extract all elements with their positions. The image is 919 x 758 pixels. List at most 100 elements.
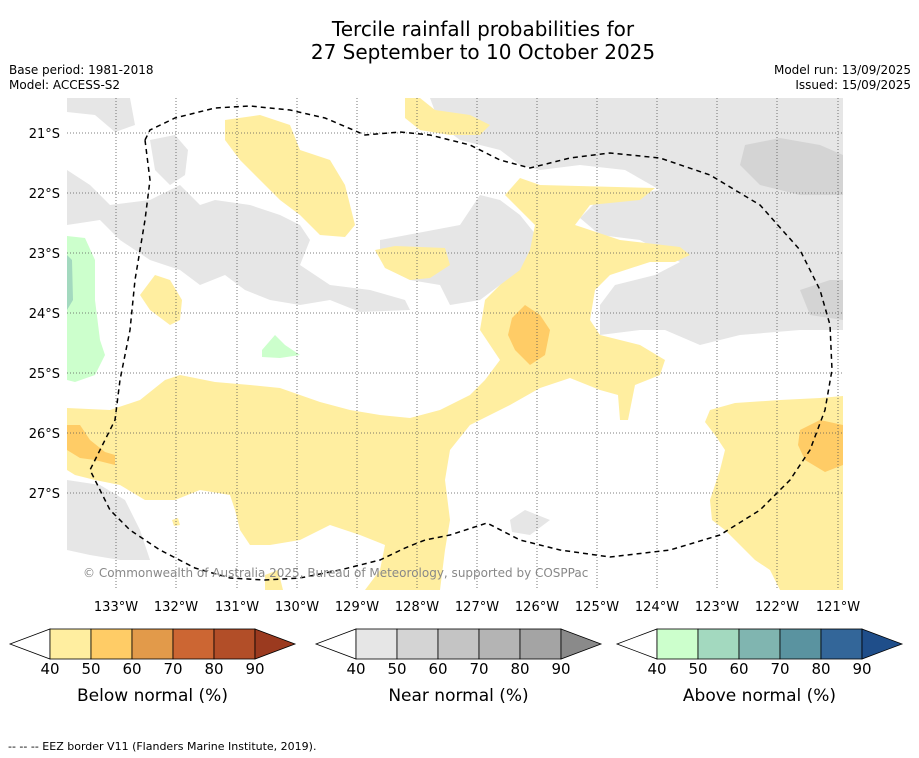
colorbar-high-extension xyxy=(861,628,904,660)
colorbar-tick-label: 80 xyxy=(510,660,530,678)
colorbar-segment xyxy=(820,628,863,660)
near-normal-region-north xyxy=(430,98,843,345)
colorbar-0 xyxy=(8,628,297,660)
longitude-label: 133°W xyxy=(94,600,138,615)
colorbar-segment xyxy=(396,628,439,660)
longitude-label: 131°W xyxy=(215,600,259,615)
latitude-label: 23°S xyxy=(29,247,60,262)
above-normal-darker-w xyxy=(67,255,73,310)
colorbar-segment xyxy=(172,628,215,660)
near-normal-darker-e xyxy=(800,280,843,320)
colorbar-segment xyxy=(355,628,398,660)
colorbar-title: Near normal (%) xyxy=(388,686,529,706)
title-line-1: Tercile rainfall probabilities for xyxy=(331,17,635,41)
longitude-label: 132°W xyxy=(154,600,198,615)
colorbar-segment xyxy=(131,628,174,660)
colorbar-tick-label: 40 xyxy=(647,660,667,678)
near-normal-region-nw-blob xyxy=(150,135,188,185)
colorbar-low-extension xyxy=(8,628,51,660)
probability-field xyxy=(67,98,843,590)
colorbar-tick-label: 80 xyxy=(204,660,224,678)
colorbar-tick-label: 60 xyxy=(428,660,448,678)
model-name: Model: ACCESS-S2 xyxy=(9,78,121,92)
colorbar-tick-label: 90 xyxy=(852,660,872,678)
longitude-label: 126°W xyxy=(515,600,559,615)
colorbar-high-extension xyxy=(560,628,603,660)
colorbar-segment xyxy=(697,628,740,660)
meta-left: Base period: 1981-2018 Model: ACCESS-S2 xyxy=(9,63,154,93)
colorbar-2 xyxy=(615,628,904,660)
colorbar-segment xyxy=(779,628,822,660)
colorbar-title: Above normal (%) xyxy=(682,686,837,706)
above-normal-region-mid xyxy=(262,335,300,358)
colorbar-tick-label: 70 xyxy=(469,660,489,678)
colorbar-segment xyxy=(738,628,781,660)
gridlines xyxy=(67,98,843,590)
above-normal-region-w xyxy=(67,236,105,382)
latitude-label: 21°S xyxy=(29,127,60,142)
meta-right: Model run: 13/09/2025 Issued: 15/09/2025 xyxy=(774,63,911,93)
longitude-label: 122°W xyxy=(755,600,799,615)
longitude-label: 128°W xyxy=(395,600,439,615)
colorbar-tick-label: 40 xyxy=(346,660,366,678)
colorbar-segment xyxy=(213,628,256,660)
below-normal-region-n1 xyxy=(225,115,355,237)
eez-border xyxy=(89,105,833,581)
longitude-labels: 133°W 132°W 131°W 130°W 129°W 128°W 127°W 126°W… xyxy=(94,600,860,615)
colorbar-tick-label: 80 xyxy=(811,660,831,678)
latitude-label: 25°S xyxy=(29,367,60,382)
latitude-label: 24°S xyxy=(29,307,60,322)
colorbar-tick-label: 50 xyxy=(81,660,101,678)
below-normal-darker-east xyxy=(798,420,843,472)
colorbar-low-extension xyxy=(314,628,357,660)
base-period: Base period: 1981-2018 xyxy=(9,63,154,77)
latitude-label: 27°S xyxy=(29,487,60,502)
near-normal-darker-ne xyxy=(740,138,843,195)
title-line-2: 27 September to 10 October 2025 xyxy=(310,40,656,64)
colorbar-tick-label: 90 xyxy=(551,660,571,678)
latitude-label: 22°S xyxy=(29,187,60,202)
colorbar-1 xyxy=(314,628,603,660)
colorbar-tick-label: 50 xyxy=(688,660,708,678)
latitude-labels: 21°S 22°S 23°S 24°S 25°S 26°S 27°S xyxy=(29,127,60,502)
colorbar-tick-label: 60 xyxy=(122,660,142,678)
colorbar-segment xyxy=(49,628,92,660)
longitude-label: 124°W xyxy=(635,600,679,615)
colorbar-tick-label: 40 xyxy=(40,660,60,678)
colorbar-tick-label: 90 xyxy=(245,660,265,678)
colorbar-segment xyxy=(478,628,521,660)
colorbar-segment xyxy=(519,628,562,660)
colorbar-high-extension xyxy=(254,628,297,660)
map-title: Tercile rainfall probabilities for 27 Se… xyxy=(0,18,919,64)
colorbar-tick-label: 70 xyxy=(770,660,790,678)
longitude-label: 127°W xyxy=(455,600,499,615)
issued-date: Issued: 15/09/2025 xyxy=(795,78,911,92)
colorbar-segment xyxy=(656,628,699,660)
colorbar-tick-label: 50 xyxy=(387,660,407,678)
near-normal-region-west xyxy=(67,170,410,312)
longitude-label: 125°W xyxy=(575,600,619,615)
colorbar-segment xyxy=(437,628,480,660)
below-normal-region-mid xyxy=(375,246,450,280)
below-normal-region-w-blob xyxy=(140,275,182,325)
below-normal-darker-central xyxy=(508,305,550,365)
near-normal-region-nw xyxy=(67,98,135,132)
model-run: Model run: 13/09/2025 xyxy=(773,63,911,77)
longitude-label: 121°W xyxy=(816,600,860,615)
longitude-label: 123°W xyxy=(695,600,739,615)
colorbar-tick-label: 70 xyxy=(163,660,183,678)
below-normal-region-n2 xyxy=(405,98,490,135)
colorbar-tick-label: 60 xyxy=(729,660,749,678)
footer-note: -- -- -- EEZ border V11 (Flanders Marine… xyxy=(8,740,317,753)
colorbar-segment xyxy=(90,628,133,660)
below-normal-region-central xyxy=(67,178,690,590)
longitude-label: 129°W xyxy=(335,600,379,615)
near-normal-region-s xyxy=(510,510,550,535)
copyright-notice: © Commonwealth of Australia 2025, Bureau… xyxy=(83,566,588,580)
colorbars xyxy=(8,628,904,660)
near-normal-region-sw xyxy=(67,480,150,560)
below-normal-darker-w xyxy=(67,425,115,465)
colorbar-low-extension xyxy=(615,628,658,660)
colorbar-title: Below normal (%) xyxy=(77,686,228,706)
